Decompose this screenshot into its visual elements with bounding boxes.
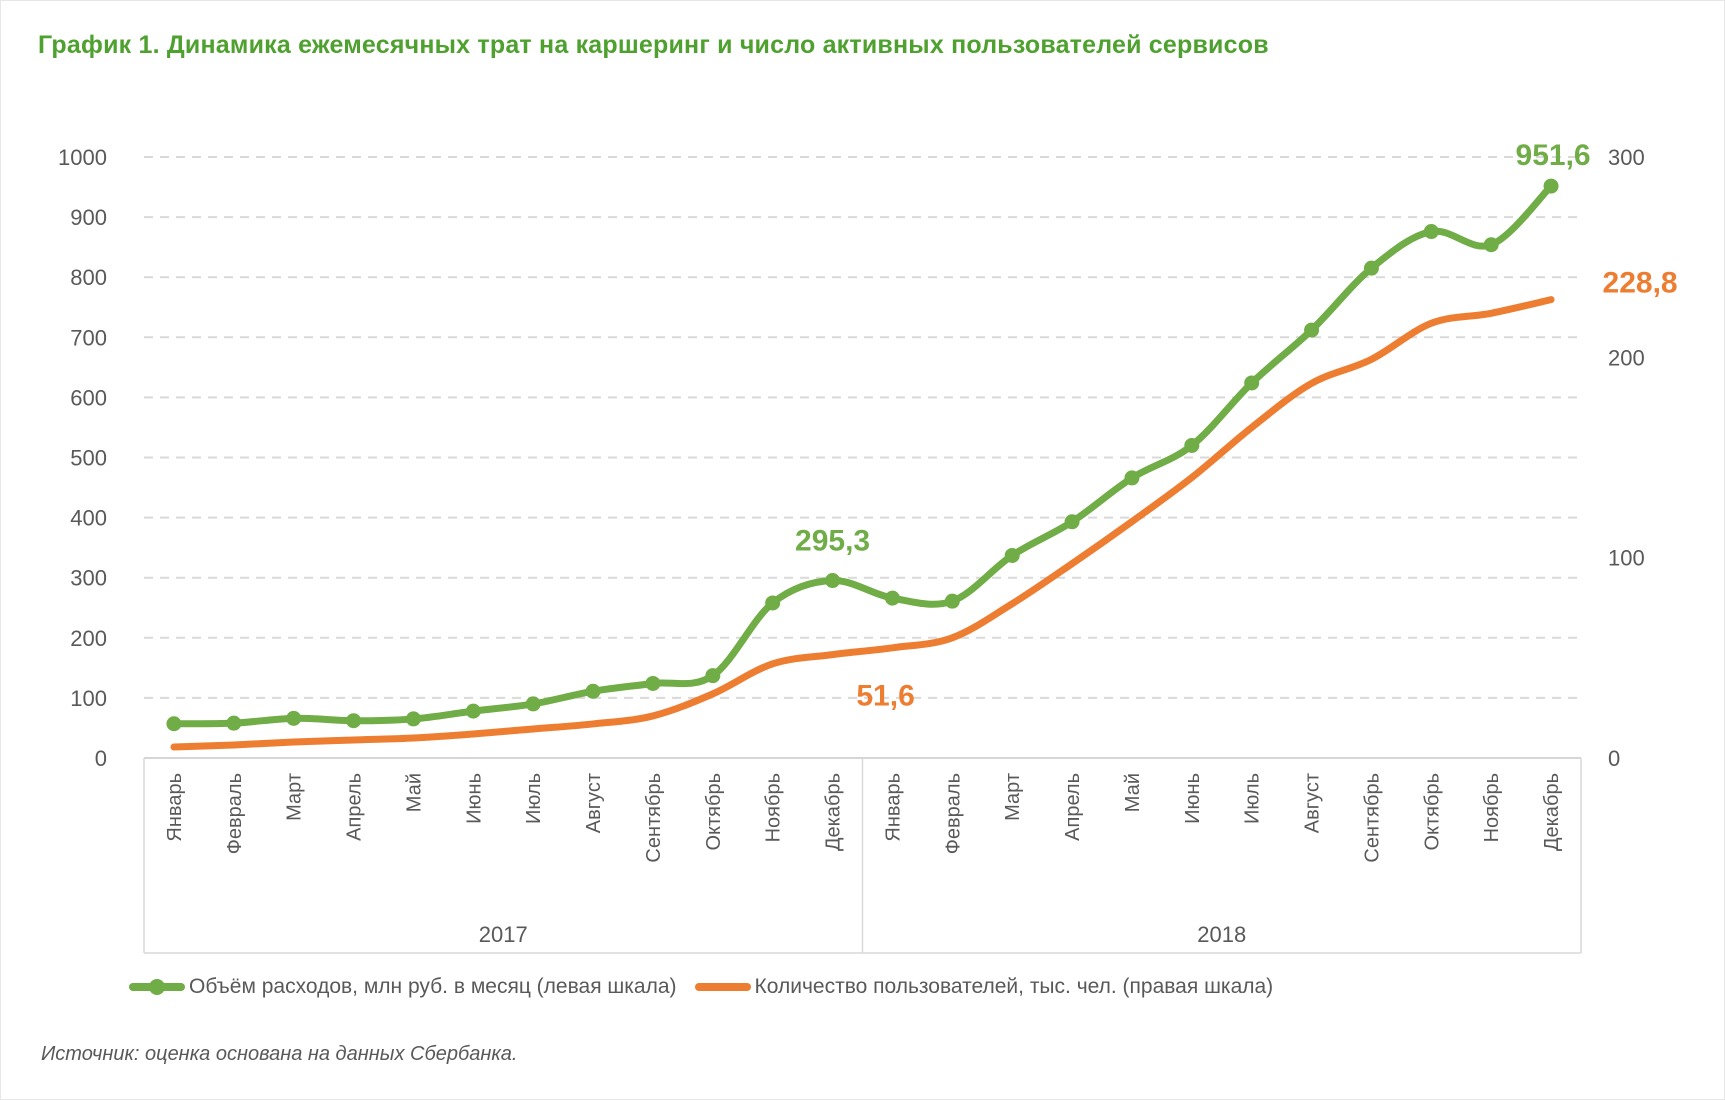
x-axis-month-label: Май xyxy=(1122,773,1144,812)
x-axis-month-label: Октябрь xyxy=(1421,773,1443,851)
y-axis-left-label: 500 xyxy=(70,446,107,471)
x-axis-month-label: Февраль xyxy=(942,773,964,854)
y-axis-left-label: 0 xyxy=(95,746,107,771)
y-axis-left-label: 100 xyxy=(70,686,107,711)
spend-series-line xyxy=(170,182,1555,728)
spend-series-marker xyxy=(765,595,781,611)
spend-series-marker xyxy=(1064,514,1080,530)
y-axis-right-label: 100 xyxy=(1608,546,1645,571)
spend-series-marker xyxy=(585,683,601,699)
spend-series-marker xyxy=(1304,322,1320,338)
legend-label-users: Количество пользователей, тыс. чел. (пра… xyxy=(754,975,1274,998)
line-chart-canvas: 0 100 200 300 400 500 600 700 800 900 1000 0 100 200 3… xyxy=(58,139,1678,954)
x-axis-month-label: Декабрь xyxy=(823,773,845,851)
x-axis-month-label: Июнь xyxy=(1182,773,1204,824)
data-label: 951,6 xyxy=(1516,139,1591,172)
spend-series-marker xyxy=(166,716,182,732)
legend-label-spend: Объём расходов, млн руб. в месяц (левая … xyxy=(189,975,677,998)
spend-series-marker xyxy=(944,593,960,609)
y-axis-left-label: 600 xyxy=(70,385,107,410)
y-axis-left-label: 900 xyxy=(70,205,107,230)
year-label: 2018 xyxy=(1197,922,1246,947)
y-axis-right-label: 200 xyxy=(1608,345,1645,370)
users-series-legend-marker-icon xyxy=(694,983,751,991)
spend-series-marker xyxy=(884,590,900,606)
x-axis-month-label: Октябрь xyxy=(703,773,725,851)
x-axis-month-label: Август xyxy=(583,773,605,833)
x-axis-month-label: Январь xyxy=(164,773,186,842)
chart-legend: Объём расходов, млн руб. в месяц (левая … xyxy=(129,975,1273,999)
x-axis-month-label: Февраль xyxy=(224,773,246,854)
y-axis-left-label: 300 xyxy=(70,566,107,591)
x-axis-month-label: Январь xyxy=(882,773,904,842)
y-axis-left-label: 1000 xyxy=(58,145,107,170)
data-label: 51,6 xyxy=(856,680,914,713)
spend-series-marker xyxy=(705,668,721,684)
spend-series-marker xyxy=(226,715,242,731)
x-axis-month-label: Ноябрь xyxy=(763,773,785,842)
data-label: 295,3 xyxy=(795,525,870,558)
x-axis-month-label: Сентябрь xyxy=(643,773,665,863)
spend-series-marker xyxy=(1184,437,1200,453)
x-axis-month-label: Апрель xyxy=(1062,773,1084,841)
spend-series-marker xyxy=(525,696,541,712)
y-axis-left-label: 200 xyxy=(70,626,107,651)
spend-series-marker xyxy=(1004,547,1020,563)
spend-series-marker xyxy=(1244,375,1260,391)
x-axis-month-label: Июль xyxy=(1242,773,1264,824)
x-axis-month-label: Ноябрь xyxy=(1481,773,1503,842)
y-axis-left-label: 400 xyxy=(70,506,107,531)
spend-series-marker xyxy=(825,573,841,589)
x-axis-month-label: Март xyxy=(284,773,306,821)
x-axis-month-label: Сентябрь xyxy=(1361,773,1383,863)
spend-series-marker xyxy=(346,713,362,729)
spend-series-marker xyxy=(286,710,302,726)
year-label: 2017 xyxy=(479,922,528,947)
y-axis-right-label: 300 xyxy=(1608,145,1645,170)
chart-title: График 1. Динамика ежемесячных трат на к… xyxy=(38,31,1269,59)
data-label: 228,8 xyxy=(1603,267,1678,300)
spend-series-marker xyxy=(405,711,421,727)
x-axis-month-label: Март xyxy=(1002,773,1024,821)
y-axis-left-label: 700 xyxy=(70,325,107,350)
spend-series-marker xyxy=(465,703,481,719)
x-axis-month-label: Август xyxy=(1302,773,1324,833)
x-axis-month-label: Май xyxy=(403,773,425,812)
spend-series-marker xyxy=(645,675,661,691)
x-axis-month-label: Июнь xyxy=(463,773,485,824)
spend-series-marker xyxy=(1483,237,1499,253)
x-axis-month-label: Июль xyxy=(523,773,545,824)
legend-item-users: Количество пользователей, тыс. чел. (пра… xyxy=(694,975,1274,999)
y-axis-left-label: 800 xyxy=(70,265,107,290)
y-axis-right-label: 0 xyxy=(1608,746,1620,771)
spend-series-legend-marker-icon xyxy=(129,979,185,995)
x-axis-month-label: Апрель xyxy=(344,773,366,841)
users-series-line xyxy=(170,296,1555,751)
spend-series-marker xyxy=(1423,224,1439,240)
spend-marker-dot-icon xyxy=(149,979,165,995)
legend-item-spend: Объём расходов, млн руб. в месяц (левая … xyxy=(129,975,677,999)
spend-series-marker xyxy=(1124,470,1140,486)
source-note: Источник: оценка основана на данных Сбер… xyxy=(41,1043,518,1065)
x-axis-month-label: Декабрь xyxy=(1541,773,1563,851)
spend-series-marker xyxy=(1363,260,1379,276)
spend-series-marker xyxy=(1543,178,1559,194)
